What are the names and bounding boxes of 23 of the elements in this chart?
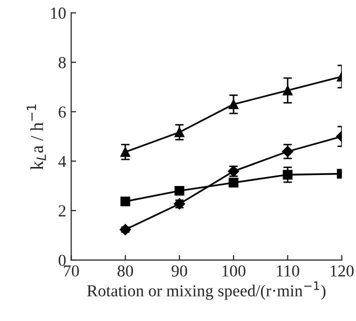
point xyxy=(120,196,130,206)
x-axis-title: Rotation or mixing speed/(r·min$^{−1}$) xyxy=(87,281,326,300)
x-tick-label: 80 xyxy=(118,265,134,277)
point xyxy=(174,127,184,138)
y-tick-label: 4 xyxy=(58,156,66,167)
x-tick-label: 100 xyxy=(222,265,246,277)
point xyxy=(282,86,293,96)
x-tick-label: 70 xyxy=(64,265,79,277)
y-tick-label: 2 xyxy=(58,205,66,216)
x-tick-label: 120 xyxy=(330,265,354,277)
point xyxy=(120,224,131,236)
x-tick-label: 110 xyxy=(276,265,300,277)
point xyxy=(228,178,238,188)
y-tick-label: 6 xyxy=(58,106,66,118)
point xyxy=(174,186,184,196)
y-axis-title: k$_{L}$a / h$^{−1}$ xyxy=(26,104,46,170)
point xyxy=(282,170,293,180)
y-tick-label: 8 xyxy=(58,56,66,68)
y-tick-label: 0 xyxy=(58,254,66,266)
point xyxy=(120,147,130,157)
x-tick-label: 90 xyxy=(172,265,188,277)
point xyxy=(228,99,238,110)
y-tick-label: 10 xyxy=(51,8,66,19)
